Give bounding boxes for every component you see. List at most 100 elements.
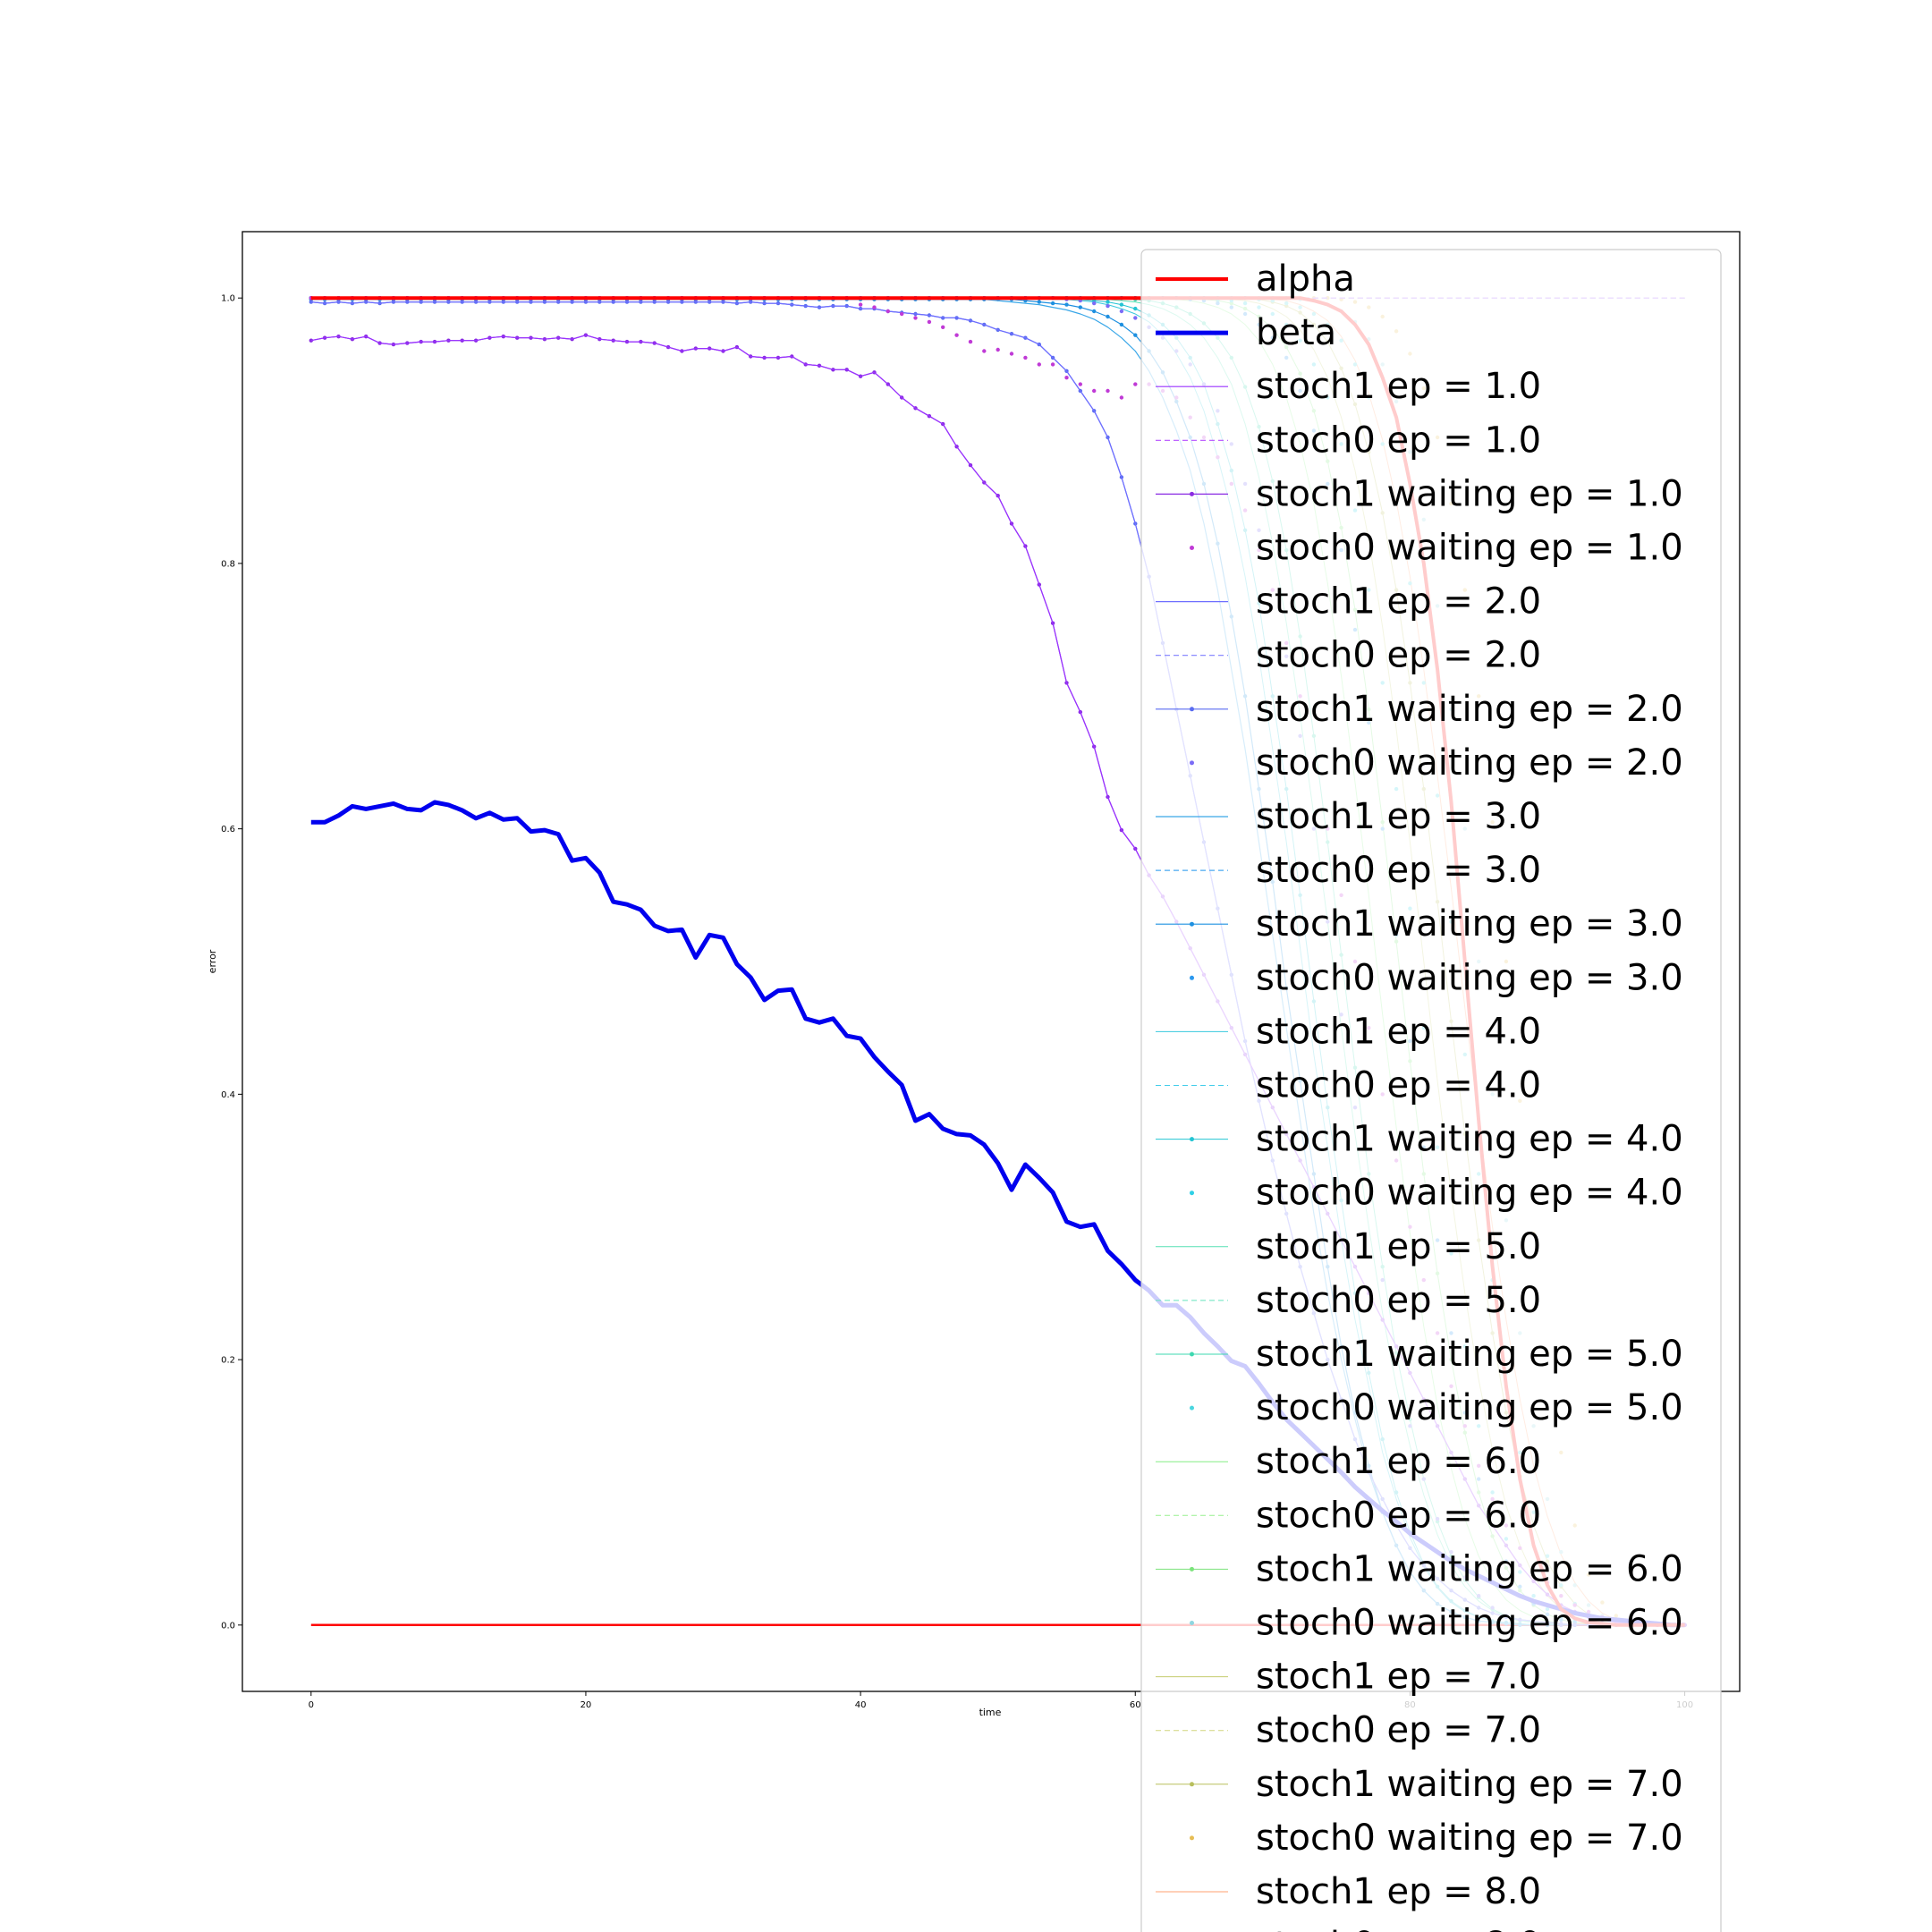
series-point — [1119, 302, 1124, 307]
series-point — [309, 300, 313, 304]
legend: alpha beta stoch1 ep = 1.0 stoch0 ep = 1.0 s… — [1140, 249, 1722, 1932]
legend-item-stoch0-waiting-ep-2-0: stoch0 waiting ep = 2.0 — [1190, 742, 1683, 784]
legend-label: stoch0 waiting ep = 2.0 — [1256, 742, 1683, 784]
legend-item-stoch0-waiting-ep-7-0: stoch0 waiting ep = 7.0 — [1190, 1818, 1683, 1859]
legend-label: stoch0 ep = 8.0 — [1256, 1925, 1541, 1932]
series-point — [1092, 388, 1097, 394]
legend-label: stoch0 waiting ep = 6.0 — [1256, 1603, 1683, 1644]
legend-item-stoch1-waiting-ep-6-0: stoch1 waiting ep = 6.0 — [1156, 1548, 1683, 1589]
legend-item-alpha: alpha — [1156, 258, 1355, 300]
series-point — [1106, 314, 1110, 319]
x-tick-label: 60 — [1130, 1700, 1141, 1710]
legend-item-stoch1-ep-6-0: stoch1 ep = 6.0 — [1156, 1441, 1541, 1482]
legend-label: beta — [1256, 312, 1336, 353]
legend-item-stoch1-ep-2-0: stoch1 ep = 2.0 — [1156, 581, 1541, 623]
series-point — [927, 319, 932, 325]
series-point — [1119, 322, 1124, 327]
legend-items: alpha beta stoch1 ep = 1.0 stoch0 ep = 1.0 s… — [1156, 258, 1683, 1932]
series-point — [982, 349, 987, 353]
legend-item-stoch1-waiting-ep-4-0: stoch1 waiting ep = 4.0 — [1156, 1119, 1683, 1160]
series-point — [1119, 395, 1124, 400]
legend-label: stoch1 ep = 7.0 — [1256, 1657, 1541, 1698]
series-point — [996, 347, 1000, 352]
series-point — [1133, 306, 1138, 311]
legend-item-stoch1-waiting-ep-5-0: stoch1 waiting ep = 5.0 — [1156, 1334, 1683, 1375]
series-point — [1037, 362, 1042, 367]
legend-item-stoch1-waiting-ep-3-0: stoch1 waiting ep = 3.0 — [1156, 903, 1683, 945]
y-axis-ticks: 0.0 0.2 0.4 0.6 0.8 1.0 — [221, 294, 242, 1631]
series-point — [1009, 352, 1014, 356]
series-point — [1133, 316, 1138, 320]
series-point — [1037, 300, 1042, 304]
legend-marker — [1190, 1566, 1194, 1572]
x-axis-label: time — [979, 1707, 1002, 1718]
y-tick-label: 0.2 — [221, 1356, 235, 1366]
x-tick-label: 40 — [855, 1700, 867, 1710]
legend-item-stoch0-waiting-ep-1-0: stoch0 waiting ep = 1.0 — [1190, 528, 1683, 569]
series-point — [1092, 301, 1097, 306]
series-point — [886, 309, 890, 314]
legend-label: stoch0 waiting ep = 1.0 — [1256, 528, 1683, 569]
legend-item-stoch1-ep-5-0: stoch1 ep = 5.0 — [1156, 1226, 1541, 1267]
legend-marker — [1190, 491, 1194, 496]
legend-marker — [1190, 975, 1194, 980]
y-axis-label: error — [207, 949, 218, 973]
x-tick-label: 0 — [309, 1700, 314, 1710]
legend-marker — [1190, 1352, 1194, 1357]
legend-label: stoch1 ep = 1.0 — [1256, 366, 1541, 407]
legend-frame — [1140, 249, 1722, 1932]
legend-label: stoch1 waiting ep = 6.0 — [1256, 1548, 1683, 1589]
series-point — [1050, 362, 1055, 367]
legend-item-stoch0-ep-7-0: stoch0 ep = 7.0 — [1156, 1710, 1541, 1751]
legend-item-stoch0-waiting-ep-5-0: stoch0 waiting ep = 5.0 — [1190, 1387, 1683, 1428]
series-point — [1106, 388, 1110, 394]
legend-label: stoch0 ep = 3.0 — [1256, 850, 1541, 891]
series-point — [1106, 300, 1110, 304]
legend-label: stoch1 waiting ep = 3.0 — [1256, 903, 1683, 945]
x-tick-label: 20 — [580, 1700, 592, 1710]
legend-item-stoch0-ep-6-0: stoch0 ep = 6.0 — [1156, 1495, 1541, 1536]
legend-item-stoch1-ep-1-0: stoch1 ep = 1.0 — [1156, 366, 1541, 407]
legend-item-stoch1-waiting-ep-2-0: stoch1 waiting ep = 2.0 — [1156, 689, 1683, 730]
series-point — [954, 333, 959, 337]
legend-item-stoch1-ep-8-0: stoch1 ep = 8.0 — [1156, 1871, 1541, 1912]
legend-label: stoch1 waiting ep = 7.0 — [1256, 1764, 1683, 1805]
legend-label: stoch0 ep = 4.0 — [1256, 1065, 1541, 1106]
legend-label: stoch1 ep = 5.0 — [1256, 1226, 1541, 1267]
legend-item-stoch0-ep-1-0: stoch0 ep = 1.0 — [1156, 419, 1541, 461]
series-point — [941, 325, 945, 329]
series-point — [900, 311, 904, 317]
series-point — [1050, 301, 1055, 306]
series-point — [1092, 309, 1097, 314]
legend-item-stoch1-waiting-ep-1-0: stoch1 waiting ep = 1.0 — [1156, 473, 1683, 514]
y-tick-label: 0.6 — [221, 825, 235, 835]
y-tick-label: 0.4 — [221, 1090, 235, 1100]
legend-label: stoch1 ep = 2.0 — [1256, 581, 1541, 623]
series-point — [1119, 309, 1124, 314]
series-point — [1064, 302, 1069, 307]
series-point — [1078, 382, 1083, 386]
legend-label: stoch0 ep = 2.0 — [1256, 635, 1541, 676]
legend-label: stoch1 waiting ep = 1.0 — [1256, 473, 1683, 514]
legend-label: stoch1 ep = 3.0 — [1256, 796, 1541, 837]
series-point — [1023, 355, 1028, 360]
legend-label: stoch1 waiting ep = 2.0 — [1256, 689, 1683, 730]
legend-item-beta: beta — [1156, 312, 1336, 353]
legend-label: stoch1 ep = 8.0 — [1256, 1871, 1541, 1912]
legend-marker — [1190, 1782, 1194, 1787]
series-point — [1078, 305, 1083, 309]
legend-item-stoch0-waiting-ep-3-0: stoch0 waiting ep = 3.0 — [1190, 957, 1683, 998]
legend-marker — [1190, 921, 1194, 927]
y-tick-label: 0.0 — [221, 1621, 235, 1631]
axes-frame — [242, 231, 1741, 1692]
legend-item-stoch0-waiting-ep-4-0: stoch0 waiting ep = 4.0 — [1190, 1173, 1683, 1214]
series-point — [872, 305, 877, 309]
series-point — [1133, 382, 1138, 386]
legend-item-stoch0-ep-8-0: stoch0 ep = 8.0 — [1256, 1925, 1541, 1932]
legend-label: stoch0 ep = 7.0 — [1256, 1710, 1541, 1751]
legend-marker — [1190, 1405, 1194, 1411]
y-tick-label: 0.8 — [221, 559, 235, 569]
legend-marker — [1190, 760, 1194, 766]
series-point — [1133, 333, 1138, 337]
